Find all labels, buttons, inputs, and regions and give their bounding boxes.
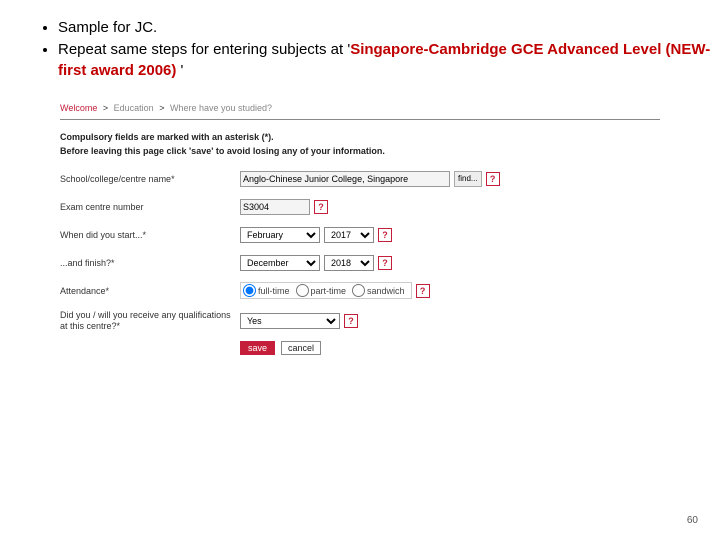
- radio-fulltime[interactable]: [243, 284, 256, 297]
- finish-month-select[interactable]: December: [240, 255, 320, 271]
- breadcrumb-sep-1: >: [100, 103, 111, 113]
- button-row: save cancel: [240, 341, 660, 355]
- bullet-1: Sample for JC.: [58, 18, 720, 38]
- breadcrumb-education[interactable]: Education: [114, 103, 154, 113]
- radio-sandwich[interactable]: [352, 284, 365, 297]
- exam-centre-input[interactable]: [240, 199, 310, 215]
- row-start: When did you start...* February 2017 ?: [60, 226, 660, 244]
- bullet-2-prefix: Repeat same steps for entering subjects …: [58, 41, 350, 58]
- radio-sandwich-label: sandwich: [367, 286, 405, 296]
- row-qualifications: Did you / will you receive any qualifica…: [60, 310, 660, 332]
- label-exam-centre: Exam centre number: [60, 202, 240, 212]
- finish-year-select[interactable]: 2018: [324, 255, 374, 271]
- start-month-select[interactable]: February: [240, 227, 320, 243]
- radio-parttime-label: part-time: [311, 286, 347, 296]
- save-button[interactable]: save: [240, 341, 275, 355]
- find-button[interactable]: find...: [454, 171, 482, 187]
- row-school: School/college/centre name* find... ?: [60, 170, 660, 188]
- label-start: When did you start...*: [60, 230, 240, 240]
- help-icon[interactable]: ?: [378, 256, 392, 270]
- help-icon[interactable]: ?: [378, 228, 392, 242]
- attendance-radio-group: full-time part-time sandwich: [240, 282, 412, 299]
- attendance-parttime[interactable]: part-time: [296, 284, 351, 297]
- label-qualifications: Did you / will you receive any qualifica…: [60, 310, 240, 332]
- breadcrumb: Welcome > Education > Where have you stu…: [60, 99, 660, 120]
- attendance-fulltime[interactable]: full-time: [243, 284, 294, 297]
- page-number: 60: [687, 515, 698, 526]
- breadcrumb-current: Where have you studied?: [170, 103, 272, 113]
- radio-parttime[interactable]: [296, 284, 309, 297]
- school-input[interactable]: [240, 171, 450, 187]
- label-attendance: Attendance*: [60, 286, 240, 296]
- attendance-sandwich[interactable]: sandwich: [352, 284, 409, 297]
- qualifications-select[interactable]: Yes: [240, 313, 340, 329]
- bullet-2-suffix: ': [176, 62, 183, 79]
- radio-fulltime-label: full-time: [258, 286, 290, 296]
- row-exam-centre: Exam centre number ?: [60, 198, 660, 216]
- breadcrumb-welcome[interactable]: Welcome: [60, 103, 97, 113]
- slide-bullets: Sample for JC. Repeat same steps for ent…: [0, 0, 720, 81]
- help-icon[interactable]: ?: [416, 284, 430, 298]
- breadcrumb-sep-2: >: [156, 103, 167, 113]
- row-finish: ...and finish?* December 2018 ?: [60, 254, 660, 272]
- row-attendance: Attendance* full-time part-time sandwich…: [60, 282, 660, 300]
- cancel-button[interactable]: cancel: [281, 341, 321, 355]
- instruction-asterisk: Compulsory fields are marked with an ast…: [60, 132, 660, 142]
- bullet-2: Repeat same steps for entering subjects …: [58, 40, 720, 81]
- label-finish: ...and finish?*: [60, 258, 240, 268]
- start-year-select[interactable]: 2017: [324, 227, 374, 243]
- form-screenshot: Welcome > Education > Where have you stu…: [60, 99, 660, 356]
- label-school: School/college/centre name*: [60, 174, 240, 184]
- instruction-save: Before leaving this page click 'save' to…: [60, 146, 660, 156]
- help-icon[interactable]: ?: [344, 314, 358, 328]
- help-icon[interactable]: ?: [314, 200, 328, 214]
- help-icon[interactable]: ?: [486, 172, 500, 186]
